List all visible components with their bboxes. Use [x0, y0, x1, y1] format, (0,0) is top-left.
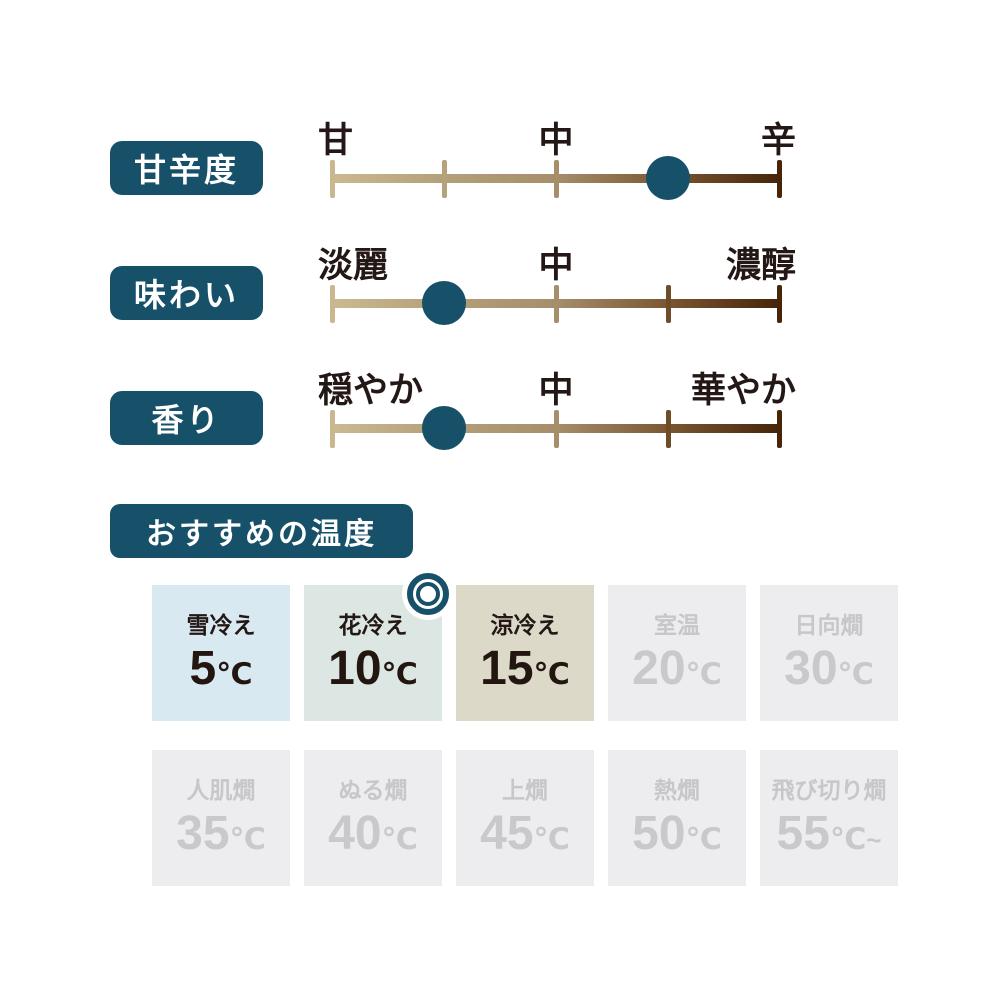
scale-track: 穏やか 中 華やか — [318, 362, 796, 462]
scale-label-badge: 味わい — [110, 266, 263, 320]
temp-cell-name: 室温 — [654, 612, 700, 639]
temp-cell-value: 45℃ — [480, 806, 570, 860]
tick — [777, 160, 782, 198]
tick — [666, 285, 671, 323]
temp-cell-tobikirikan: 飛び切り燗 55℃~ — [760, 750, 898, 886]
temp-cell-atsukan: 熱燗 50℃ — [608, 750, 746, 886]
scale-label: 味わい — [133, 277, 239, 313]
temp-cell-shitsuon: 室温 20℃ — [608, 585, 746, 721]
tick — [330, 410, 335, 448]
temp-cell-yukihie: 雪冷え 5℃ — [152, 585, 290, 721]
axis-label-left: 穏やか — [318, 371, 424, 410]
temperature-grid: 雪冷え 5℃ 花冷え 10℃ 涼冷え 15℃ 室温 20℃ 日向燗 30℃ 人肌… — [152, 585, 898, 886]
axis-label-left: 甘 — [318, 121, 354, 160]
tick — [554, 285, 559, 323]
scale-marker-dot — [422, 281, 466, 325]
scale-row-taste: 味わい 淡麗 中 濃醇 — [0, 237, 1000, 337]
tick — [442, 160, 447, 198]
scale-row-sweetness: 甘辛度 甘 中 辛 — [0, 112, 1000, 212]
axis-label-center: 中 — [538, 246, 574, 285]
temp-cell-name: 上燗 — [502, 777, 548, 804]
axis-label-right: 辛 — [760, 121, 796, 160]
temp-cell-name: 涼冷え — [490, 612, 560, 639]
temp-cell-name: 花冷え — [338, 612, 408, 639]
temp-cell-value: 55℃~ — [776, 806, 882, 860]
temp-cell-name: 日向燗 — [794, 612, 864, 639]
axis-label-center: 中 — [538, 121, 574, 160]
axis-label-center: 中 — [538, 371, 574, 410]
scale-label: 香り — [151, 402, 222, 438]
temp-cell-name: 飛び切り燗 — [771, 777, 887, 804]
tick — [777, 285, 782, 323]
temp-cell-value: 30℃ — [784, 641, 874, 695]
recommended-double-circle-icon — [400, 566, 456, 622]
temperature-heading-label: おすすめの温度 — [146, 518, 377, 551]
temperature-heading-badge: おすすめの温度 — [110, 504, 413, 558]
scale-row-aroma: 香り 穏やか 中 華やか — [0, 362, 1000, 462]
temp-cell-name: 雪冷え — [186, 612, 256, 639]
temp-cell-value: 40℃ — [328, 806, 418, 860]
scale-track: 淡麗 中 濃醇 — [318, 237, 796, 337]
scale-label: 甘辛度 — [133, 152, 239, 188]
temp-cell-value: 15℃ — [480, 641, 570, 695]
tick — [330, 160, 335, 198]
axis-label-right: 華やか — [690, 371, 796, 410]
tick — [777, 410, 782, 448]
tick — [330, 285, 335, 323]
temp-cell-hinatakan: 日向燗 30℃ — [760, 585, 898, 721]
temp-cell-value: 50℃ — [632, 806, 722, 860]
scale-label-badge: 香り — [110, 391, 263, 445]
temp-cell-nurukan: ぬる燗 40℃ — [304, 750, 442, 886]
temp-cell-value: 10℃ — [328, 641, 418, 695]
scale-label-badge: 甘辛度 — [110, 141, 263, 195]
tick — [554, 160, 559, 198]
temp-cell-jokan: 上燗 45℃ — [456, 750, 594, 886]
temp-cell-value: 5℃ — [189, 641, 253, 695]
temp-cell-suzuhie: 涼冷え 15℃ — [456, 585, 594, 721]
temp-cell-hitohadakan: 人肌燗 35℃ — [152, 750, 290, 886]
temp-cell-value: 35℃ — [176, 806, 266, 860]
axis-label-left: 淡麗 — [318, 246, 389, 285]
temp-cell-name: 熱燗 — [654, 777, 700, 804]
temp-cell-name: 人肌燗 — [186, 777, 256, 804]
tick — [666, 410, 671, 448]
temp-cell-value: 20℃ — [632, 641, 722, 695]
tick — [554, 410, 559, 448]
axis-label-right: 濃醇 — [725, 246, 796, 285]
scale-marker-dot — [646, 156, 690, 200]
scale-marker-dot — [422, 406, 466, 450]
scale-track: 甘 中 辛 — [318, 112, 796, 212]
temp-cell-name: ぬる燗 — [338, 777, 408, 804]
